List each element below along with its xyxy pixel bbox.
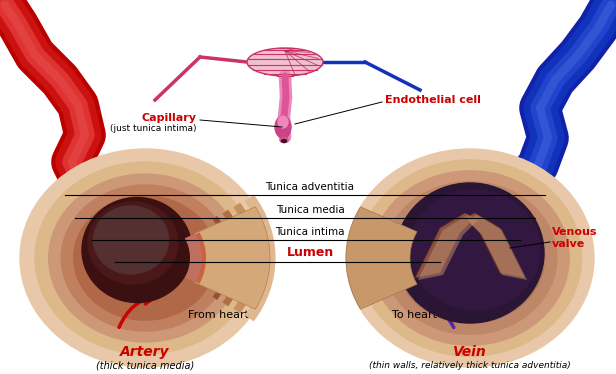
Ellipse shape [275, 116, 291, 138]
Ellipse shape [280, 138, 288, 142]
Text: From heart: From heart [187, 310, 248, 320]
Text: Lumen: Lumen [286, 246, 334, 259]
Text: Tunica intima: Tunica intima [275, 227, 345, 237]
Text: To heart: To heart [392, 310, 437, 320]
Text: Endothelial cell: Endothelial cell [385, 95, 481, 105]
Polygon shape [415, 213, 475, 278]
Ellipse shape [383, 182, 557, 334]
Text: Vein: Vein [453, 345, 487, 359]
Ellipse shape [278, 116, 288, 128]
Ellipse shape [35, 162, 255, 354]
Ellipse shape [94, 206, 169, 274]
Ellipse shape [359, 160, 582, 356]
Polygon shape [465, 213, 525, 278]
Text: Venous
valve: Venous valve [552, 227, 598, 249]
Polygon shape [195, 207, 270, 309]
Ellipse shape [282, 140, 286, 142]
Polygon shape [247, 48, 323, 76]
Text: Tunica media: Tunica media [275, 205, 344, 215]
Text: Artery: Artery [120, 345, 170, 359]
Ellipse shape [88, 202, 178, 284]
Ellipse shape [395, 193, 545, 324]
Text: (thin walls, relatively thick tunica adventitia): (thin walls, relatively thick tunica adv… [369, 361, 571, 370]
Ellipse shape [61, 185, 229, 331]
Ellipse shape [82, 197, 192, 303]
Polygon shape [418, 215, 478, 280]
Ellipse shape [371, 171, 569, 345]
Ellipse shape [410, 190, 540, 310]
Polygon shape [467, 215, 527, 280]
Ellipse shape [346, 149, 594, 367]
Polygon shape [346, 207, 417, 309]
Text: Tunica adventitia: Tunica adventitia [265, 182, 354, 192]
Ellipse shape [49, 174, 241, 342]
Text: Capillary: Capillary [141, 113, 196, 123]
Polygon shape [185, 234, 202, 282]
Ellipse shape [20, 149, 270, 367]
Text: (thick tunica media): (thick tunica media) [96, 360, 194, 370]
Text: (just tunica intima): (just tunica intima) [110, 123, 196, 132]
Ellipse shape [74, 196, 216, 320]
Ellipse shape [396, 183, 544, 323]
